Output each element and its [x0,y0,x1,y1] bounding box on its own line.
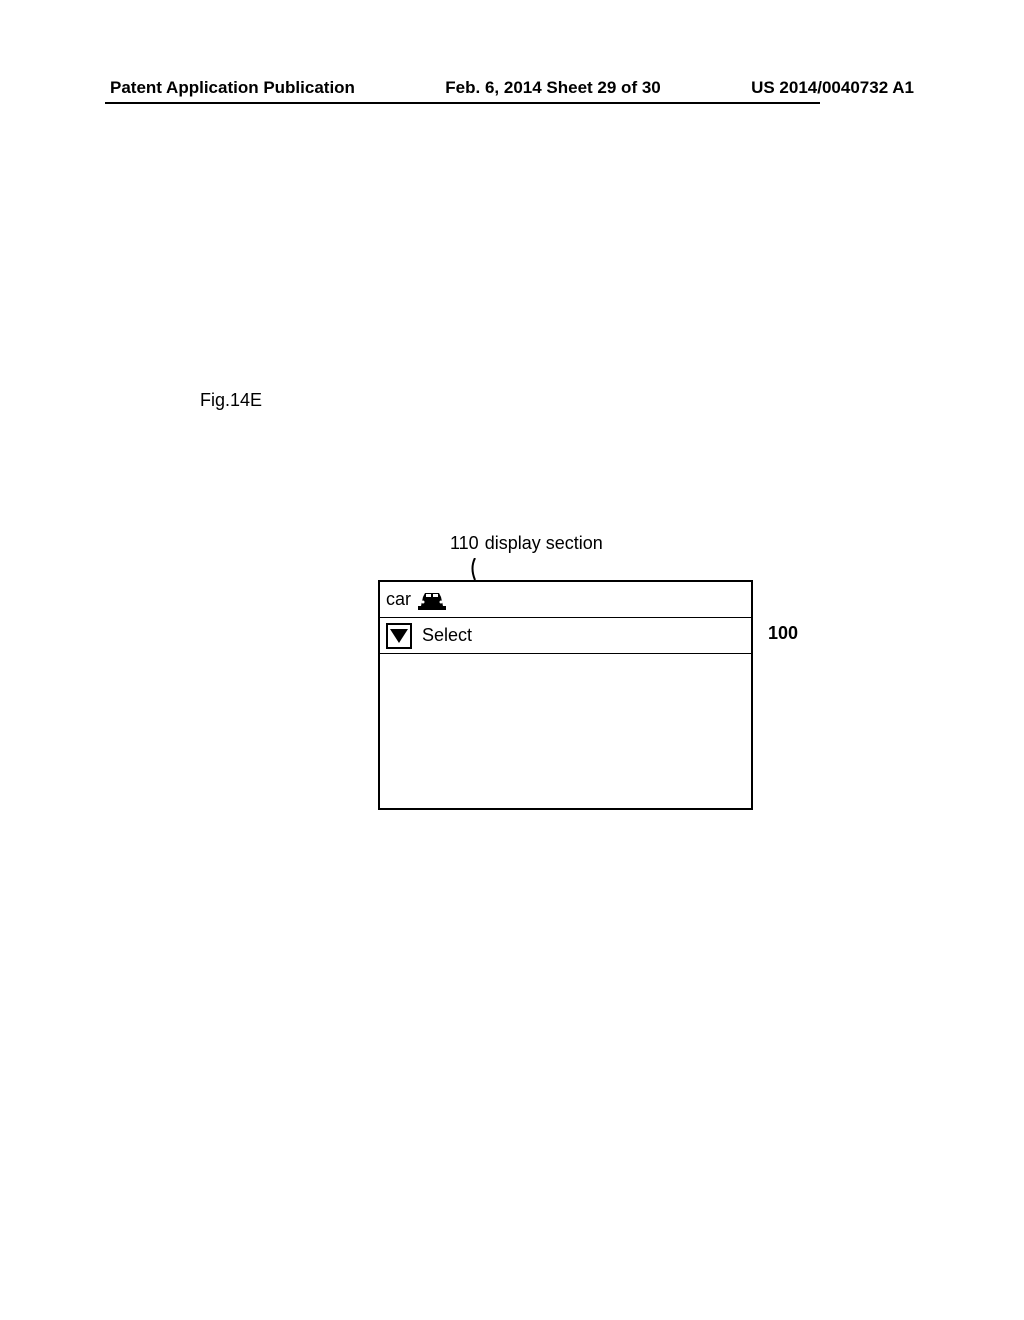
callout-text: display section [485,533,603,554]
display-select-row: Select [380,618,751,654]
dropdown-button[interactable] [386,623,412,649]
callout-110: 110 display section [450,533,603,554]
car-icon [417,589,447,611]
callout-number: 110 [450,533,479,554]
header-right: US 2014/0040732 A1 [751,78,914,98]
car-label: car [386,589,411,610]
display-section-box: car Select [378,580,753,810]
header-left: Patent Application Publication [110,78,355,98]
page-header: Patent Application Publication Feb. 6, 2… [0,78,1024,98]
chevron-down-icon [390,629,408,643]
header-center: Feb. 6, 2014 Sheet 29 of 30 [445,78,660,98]
header-rule [105,102,820,104]
callout-leader-line [468,558,482,580]
display-top-row: car [380,582,751,618]
select-label: Select [422,625,472,646]
figure-label: Fig.14E [200,390,262,411]
page: Patent Application Publication Feb. 6, 2… [0,0,1024,1320]
reference-numeral-100: 100 [768,623,798,644]
